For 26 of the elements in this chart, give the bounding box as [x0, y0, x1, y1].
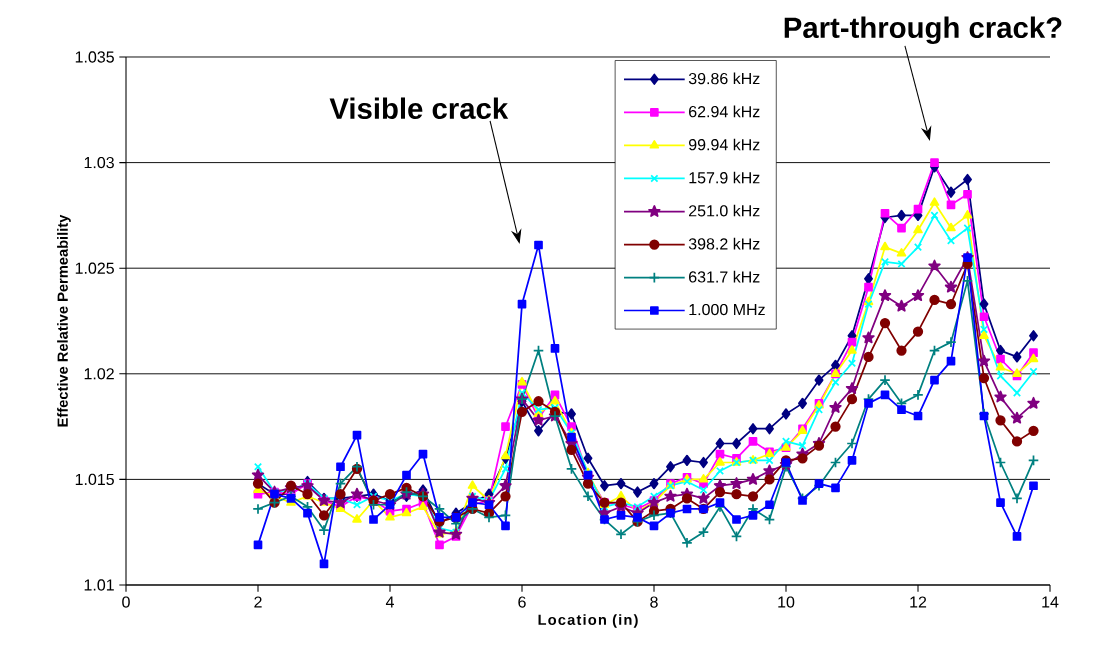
y-tick-label: 1.025	[75, 262, 114, 274]
y-tick-label: 1.02	[84, 368, 114, 380]
y-tick-label: 1.035	[75, 51, 114, 63]
legend-label: 62.94 kHz	[689, 105, 760, 118]
x-tick-label: 8	[650, 596, 658, 608]
legend-label: 398.2 kHz	[688, 237, 760, 250]
x-tick-label: 6	[518, 596, 526, 608]
legend-label: 1.000 MHz	[689, 303, 765, 316]
legend-label: 251.0 kHz	[689, 204, 760, 217]
x-tick-label: 12	[910, 596, 927, 608]
x-tick-label: 10	[778, 596, 795, 608]
legend-label: 631.7 kHz	[689, 270, 760, 283]
x-axis-title: Location (in)	[538, 614, 638, 628]
text: Part-through crack?	[784, 16, 1062, 45]
legend-label: 157.9 kHz	[689, 171, 760, 184]
legend-label: 99.94 kHz	[688, 138, 760, 151]
y-axis-title: Effective Relative Permeability	[57, 214, 71, 427]
y-tick-label: 1.015	[75, 473, 114, 486]
y-tick-label: 1.03	[84, 156, 114, 169]
legend-label: 39.86 kHz	[688, 72, 760, 85]
annotation: Visible crack	[329, 97, 509, 120]
x-tick-label: 14	[1042, 596, 1059, 608]
x-tick-label: 4	[385, 596, 394, 608]
x-tick-label: 2	[254, 596, 262, 608]
y-tick-label: 1.01	[84, 579, 114, 591]
x-tick-label: 0	[122, 596, 130, 608]
